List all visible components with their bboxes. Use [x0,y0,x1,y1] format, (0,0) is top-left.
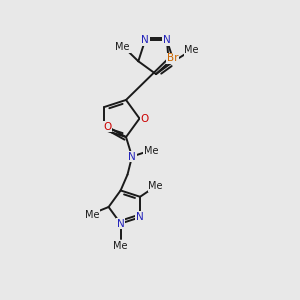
Text: N: N [136,212,144,222]
Text: O: O [103,122,112,131]
Text: Me: Me [184,45,199,55]
Text: N: N [141,35,149,46]
Text: Br: Br [167,53,178,64]
Text: N: N [128,152,136,161]
Text: Me: Me [116,42,130,52]
Text: Me: Me [113,241,128,251]
Text: O: O [141,113,149,124]
Text: N: N [117,218,124,229]
Text: Me: Me [148,181,163,191]
Text: Me: Me [85,209,99,220]
Text: Me: Me [144,146,159,155]
Text: N: N [163,35,171,46]
